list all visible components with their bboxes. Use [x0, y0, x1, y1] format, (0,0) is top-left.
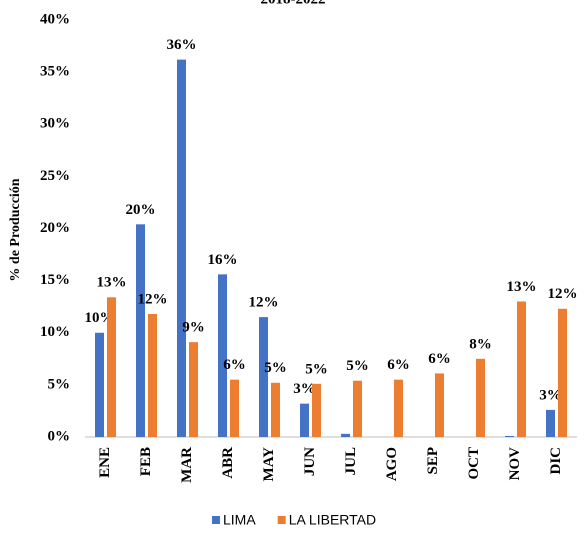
x-tick-label: AGO	[384, 447, 400, 481]
data-label: 9%	[182, 320, 205, 336]
bar	[271, 382, 280, 437]
bar	[353, 380, 362, 437]
y-tick-label: 15%	[40, 272, 70, 288]
legend-label: LA LIBERTAD	[289, 512, 376, 528]
data-label: 12%	[249, 295, 279, 311]
y-tick-label: 20%	[40, 220, 70, 236]
x-tick-label: ENE	[97, 447, 113, 478]
x-tick-label: FEB	[138, 447, 154, 476]
legend-swatch	[212, 516, 220, 524]
bar	[435, 373, 444, 437]
data-label: 16%	[208, 252, 238, 268]
bar	[148, 313, 157, 437]
y-tick-label: 40%	[40, 11, 70, 27]
y-tick-label: 5%	[48, 376, 71, 392]
x-tick-label: SEP	[425, 447, 441, 475]
data-label: 13%	[97, 275, 127, 291]
x-tick-label: NOV	[507, 447, 523, 481]
data-label: 12%	[138, 291, 168, 307]
bar	[259, 317, 268, 437]
bar	[558, 308, 567, 437]
bar	[230, 379, 239, 437]
y-tick-label: 35%	[40, 64, 70, 80]
data-label: 20%	[126, 202, 156, 218]
legend-label: LIMA	[223, 512, 256, 528]
y-tick-label: 25%	[40, 168, 70, 184]
x-tick-label: MAR	[179, 447, 195, 483]
bar	[189, 342, 198, 437]
bar	[476, 358, 485, 437]
bar	[218, 274, 227, 437]
data-label: 12%	[548, 286, 578, 302]
chart-title: 2018-2022	[261, 0, 326, 7]
x-tick-label: JUL	[343, 447, 359, 475]
bar	[312, 383, 321, 437]
bar	[136, 224, 145, 437]
bar	[300, 403, 309, 437]
data-label: 13%	[507, 279, 537, 295]
x-tick-label: OCT	[466, 447, 482, 480]
y-tick-label: 10%	[40, 324, 70, 340]
bar	[546, 409, 555, 437]
bar	[177, 59, 186, 438]
y-tick-label: 0%	[48, 428, 71, 444]
data-label: 6%	[428, 351, 451, 367]
x-tick-label: DIC	[548, 447, 564, 475]
bar	[95, 332, 104, 437]
bar	[505, 435, 514, 437]
x-tick-label: MAY	[261, 447, 277, 482]
y-axis-label: % de Producción	[8, 178, 23, 281]
data-label: 5%	[264, 360, 287, 376]
legend-swatch	[277, 516, 286, 524]
data-label: 3%	[293, 381, 316, 397]
bar	[517, 301, 526, 437]
data-label: 8%	[469, 336, 492, 352]
y-tick-label: 30%	[40, 116, 70, 132]
data-label: 6%	[223, 357, 246, 373]
bar	[341, 433, 350, 437]
data-label: 5%	[346, 358, 369, 374]
x-tick-label: ABR	[220, 447, 236, 479]
data-label: 5%	[305, 361, 328, 377]
data-label: 3%	[539, 387, 562, 403]
data-label: 6%	[387, 357, 410, 373]
bar	[394, 379, 403, 437]
data-label: 36%	[167, 37, 197, 53]
x-tick-label: JUN	[302, 447, 318, 476]
bar	[107, 297, 116, 437]
